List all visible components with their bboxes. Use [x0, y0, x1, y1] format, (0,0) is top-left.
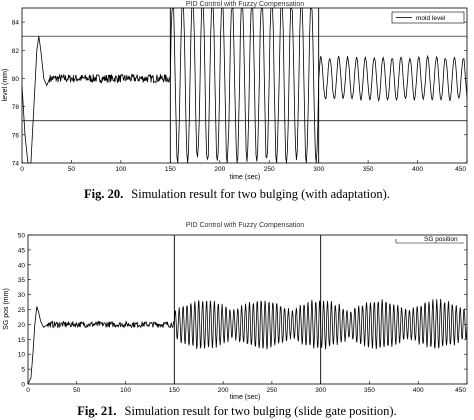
y-tick-label: 15	[18, 337, 26, 344]
legend-entry: SG position	[424, 236, 458, 243]
y-tick-label: 10	[18, 352, 26, 359]
y-axis-label: SG pos (mm)	[3, 288, 10, 330]
y-ticks: 0 5 10 15 20 25 30 35 40 45 50	[18, 233, 467, 389]
x-tick-label: 350	[363, 166, 374, 173]
legend: SG position	[395, 236, 464, 244]
x-tick-label: 100	[115, 166, 126, 173]
caption-label: Fig. 21.	[77, 404, 117, 418]
y-tick-label: 45	[18, 247, 26, 254]
y-tick-label: 76	[12, 132, 20, 139]
y-tick-label: 30	[18, 292, 26, 299]
series-line	[27, 298, 468, 385]
x-axis-label: time (sec)	[230, 394, 261, 401]
y-tick-label: 20	[18, 322, 26, 329]
series-line	[21, 7, 468, 164]
x-tick-label: 400	[413, 387, 424, 394]
legend: mold level	[391, 11, 465, 24]
x-tick-label: 250	[266, 387, 277, 394]
y-tick-label: 0	[21, 382, 25, 389]
x-tick-label: 0	[26, 387, 30, 394]
reference-lines	[22, 8, 467, 163]
series-mold-level	[21, 7, 468, 164]
y-tick-label: 40	[18, 262, 26, 269]
x-tick-label: 200	[214, 166, 225, 173]
y-tick-label: 5	[21, 367, 25, 374]
y-axis-label: level (mm)	[2, 69, 9, 102]
caption-text: Simulation result for two bulging (with …	[131, 187, 390, 201]
chart-title: PID Control with Fuzzy Compensation	[186, 222, 304, 229]
x-tick-label: 0	[20, 166, 24, 173]
legend-entry: mold level	[416, 15, 446, 22]
x-tick-label: 300	[313, 166, 324, 173]
caption-text: Simulation result for two bulging (slide…	[124, 404, 397, 418]
y-tick-label: 80	[12, 76, 20, 83]
caption-label: Fig. 20.	[84, 187, 124, 201]
chart-title: PID Control with Fuzzy Compensation	[186, 1, 304, 8]
x-tick-label: 50	[68, 166, 76, 173]
x-axis-label: time (sec)	[230, 174, 261, 181]
y-tick-label: 82	[12, 48, 20, 55]
y-tick-label: 78	[12, 104, 20, 111]
x-ticks: 0 50 100 150 200 250 300 350 400 450	[26, 381, 468, 394]
x-tick-label: 350	[364, 387, 375, 394]
figure-20-caption: Fig. 20. Simulation result for two bulgin…	[0, 187, 474, 202]
figure-21-chart: PID Control with Fuzzy Compensation 0 5 10…	[3, 222, 468, 401]
x-tick-label: 250	[264, 166, 275, 173]
x-tick-label: 450	[455, 387, 466, 394]
y-ticks: 74 76 78 80 82 84	[12, 20, 467, 168]
x-tick-label: 100	[120, 387, 131, 394]
y-tick-label: 84	[12, 20, 20, 27]
y-tick-label: 25	[18, 307, 26, 314]
y-tick-label: 74	[12, 161, 20, 168]
reference-lines	[173, 235, 322, 384]
y-tick-label: 50	[18, 233, 26, 240]
y-tick-label: 35	[18, 277, 26, 284]
x-tick-label: 400	[412, 166, 423, 173]
x-tick-label: 50	[73, 387, 81, 394]
x-tick-label: 300	[315, 387, 326, 394]
legend-box	[391, 11, 465, 24]
figure-21-caption: Fig. 21. Simulation result for two bulgin…	[0, 404, 474, 419]
figure-20-chart: PID Control with Fuzzy Compensation 74 76…	[2, 1, 468, 181]
series-sg-position	[27, 298, 468, 385]
x-tick-label: 450	[455, 166, 466, 173]
x-tick-label: 150	[165, 166, 176, 173]
x-tick-label: 200	[218, 387, 229, 394]
x-tick-label: 150	[169, 387, 180, 394]
